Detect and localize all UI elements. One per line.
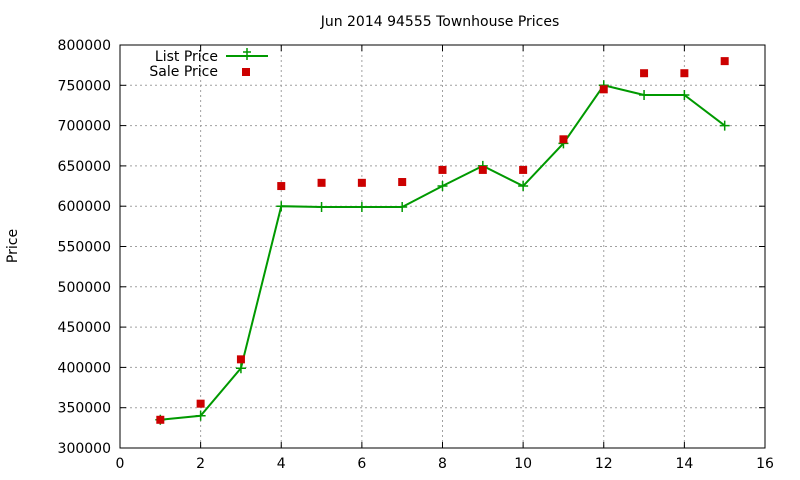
x-tick-label: 16 (756, 456, 774, 472)
legend-label-list-price: List Price (155, 49, 218, 65)
sale-price-point (156, 415, 165, 424)
y-tick-label: 550000 (58, 240, 111, 256)
chart-title: Jun 2014 94555 Townhouse Prices (320, 14, 560, 30)
sale-price-point (317, 178, 326, 187)
x-tick-label: 14 (675, 456, 693, 472)
tick-labels: 0 2 4 6 8 10 12 14 16 300000 350000 400000 450000 500… (58, 38, 774, 472)
y-tick-label: 500000 (58, 280, 111, 296)
y-tick-label: 650000 (58, 159, 111, 175)
series-layer (155, 57, 730, 425)
series-sale-price (156, 57, 729, 424)
y-axis-label: Price (5, 229, 21, 263)
y-tick-label: 800000 (58, 38, 111, 54)
sale-price-point (559, 135, 568, 144)
sale-price-point (599, 85, 608, 94)
y-tick-label: 300000 (58, 441, 111, 457)
sale-price-point (720, 57, 729, 66)
list-price-point (316, 202, 327, 213)
y-tick-label: 700000 (58, 119, 111, 135)
list-price-point (195, 410, 206, 421)
y-tick-label: 600000 (58, 199, 111, 215)
y-tick-label: 450000 (58, 320, 111, 336)
sale-price-point (398, 178, 407, 187)
list-price-point (235, 363, 246, 374)
sale-price-point (196, 399, 205, 408)
list-price-point (276, 201, 287, 212)
list-price-point (397, 202, 408, 213)
list-price-point (639, 89, 650, 100)
sale-price-point (519, 165, 528, 174)
x-tick-label: 2 (196, 456, 205, 472)
x-tick-label: 4 (277, 456, 286, 472)
list-price-point (518, 181, 529, 192)
legend-label-sale-price: Sale Price (149, 64, 218, 80)
sale-price-point (236, 355, 245, 364)
x-tick-label: 10 (514, 456, 532, 472)
list-price-point (356, 202, 367, 213)
list-price-point (679, 89, 690, 100)
sale-price-point (357, 178, 366, 187)
sale-price-point (277, 182, 286, 191)
axis-ticks (119, 44, 766, 449)
legend-marker-sale-price (242, 68, 250, 76)
legend-marker-list-price (243, 48, 251, 60)
grid-lines (120, 45, 765, 448)
y-tick-label: 400000 (58, 360, 111, 376)
list-price-point (719, 120, 730, 131)
legend: List Price Sale Price (149, 48, 268, 80)
sale-price-point (478, 165, 487, 174)
x-tick-label: 0 (116, 456, 125, 472)
sale-price-point (680, 69, 689, 78)
sale-price-point (640, 69, 649, 78)
list-price-point (437, 181, 448, 192)
x-tick-label: 8 (438, 456, 447, 472)
x-tick-label: 6 (357, 456, 366, 472)
sale-price-point (438, 165, 447, 174)
y-tick-label: 350000 (58, 401, 111, 417)
y-tick-label: 750000 (58, 78, 111, 94)
x-tick-label: 12 (595, 456, 613, 472)
